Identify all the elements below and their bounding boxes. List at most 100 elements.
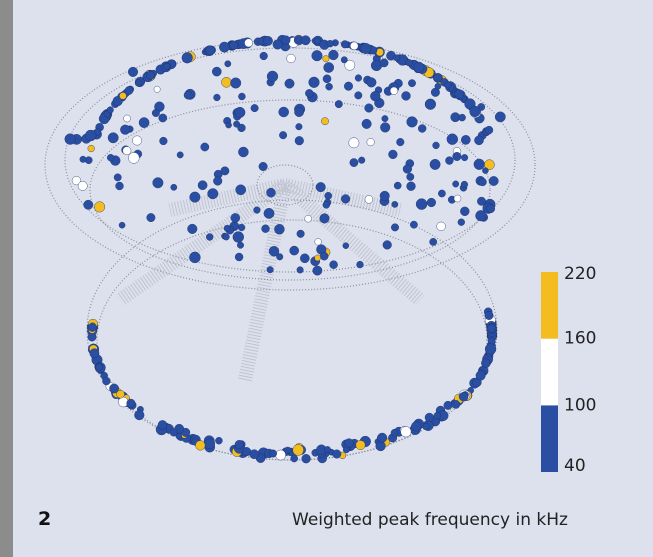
dot: [206, 46, 215, 55]
dot: [323, 201, 330, 208]
dot: [341, 195, 350, 204]
dot: [345, 439, 354, 448]
dot: [444, 401, 452, 409]
colorbar-segment: [541, 339, 558, 406]
dot: [212, 67, 221, 76]
wheel-illustration: 40100160220: [0, 0, 653, 500]
dot: [108, 133, 118, 143]
dot: [294, 107, 303, 116]
dot: [356, 440, 365, 449]
dot: [389, 150, 398, 159]
dot: [223, 234, 230, 241]
dot: [184, 91, 192, 99]
dot: [274, 224, 284, 234]
dot: [394, 55, 400, 61]
colorbar-tick-label: 100: [564, 395, 596, 415]
dot: [235, 253, 243, 261]
dot: [88, 323, 96, 331]
dot: [433, 142, 440, 149]
dot: [116, 390, 124, 398]
dot: [320, 252, 328, 260]
dot: [214, 94, 221, 101]
dot: [120, 125, 130, 135]
dot: [309, 77, 320, 88]
dot: [361, 43, 371, 53]
dot: [233, 232, 244, 243]
dot: [365, 104, 374, 113]
dot: [297, 230, 305, 238]
dot: [380, 123, 390, 133]
dot: [390, 87, 398, 95]
dot: [474, 136, 483, 145]
dot: [88, 145, 95, 152]
dot: [485, 126, 493, 134]
dot: [447, 134, 458, 145]
dot: [341, 57, 347, 63]
dot: [160, 137, 168, 145]
dot: [208, 188, 218, 198]
dot: [206, 234, 213, 241]
dot: [312, 50, 323, 61]
dot: [406, 59, 413, 66]
dot: [437, 222, 446, 231]
dot: [281, 36, 290, 45]
dot: [487, 324, 496, 333]
dot: [453, 152, 462, 161]
dot: [425, 99, 436, 110]
dot: [297, 267, 304, 274]
dot: [460, 207, 469, 216]
dot: [201, 143, 209, 151]
dot: [438, 190, 445, 197]
dot: [330, 261, 338, 269]
dot: [237, 242, 243, 248]
dot: [78, 181, 87, 190]
dot: [273, 40, 282, 49]
dot: [182, 52, 193, 63]
dot: [355, 75, 362, 82]
dot: [279, 107, 289, 117]
dot: [324, 62, 334, 72]
dot: [170, 429, 178, 437]
dot: [230, 78, 240, 88]
dot: [259, 162, 268, 171]
dot: [264, 208, 274, 218]
dot: [495, 112, 505, 122]
dot: [365, 195, 373, 203]
dot: [479, 178, 487, 186]
dot: [323, 55, 329, 61]
dot: [470, 106, 481, 117]
dot: [329, 50, 339, 60]
dot: [391, 429, 398, 436]
dot: [107, 107, 113, 113]
dot: [295, 136, 304, 145]
dot: [383, 241, 392, 250]
dot: [350, 158, 358, 166]
dot: [305, 89, 313, 97]
dot: [80, 156, 86, 162]
dot: [350, 42, 358, 50]
dot: [320, 214, 330, 224]
dot: [485, 344, 496, 355]
dot: [315, 255, 321, 261]
caption: Weighted peak frequency in kHz: [292, 510, 568, 530]
colorbar-segment: [541, 405, 558, 472]
dot: [343, 243, 349, 249]
dot: [434, 412, 441, 419]
dot: [96, 364, 103, 371]
dot: [445, 82, 451, 88]
dot: [333, 450, 342, 459]
dot: [88, 333, 96, 341]
dot: [235, 107, 245, 117]
colorbar: 40100160220: [541, 264, 596, 476]
dot: [266, 188, 275, 197]
dot: [226, 122, 232, 128]
dot: [293, 445, 304, 456]
dot: [190, 192, 200, 202]
dot: [279, 131, 287, 139]
dot: [459, 392, 468, 401]
dot: [189, 252, 200, 263]
dot: [380, 59, 388, 67]
dot: [116, 182, 124, 190]
dot: [128, 152, 139, 163]
dot: [414, 62, 424, 72]
